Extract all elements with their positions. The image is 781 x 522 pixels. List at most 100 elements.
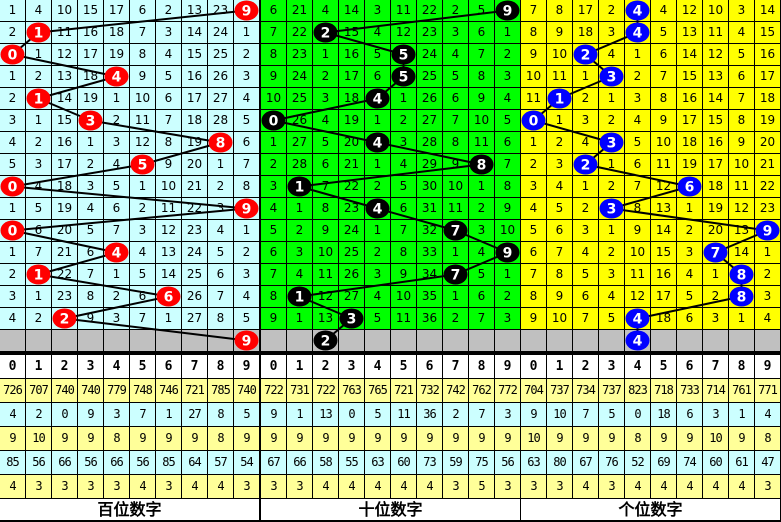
stat-cell: 59 (443, 451, 468, 474)
grid-cell: 12 (52, 44, 77, 65)
grid-cell: 19 (339, 110, 364, 131)
grid-cell: 18 (78, 66, 103, 87)
grid-cell: 8 (391, 242, 416, 263)
stat-cell: 9 (78, 427, 103, 450)
stat-cell: 4 (130, 475, 155, 498)
grid-cell: 2 (261, 154, 286, 175)
grid-cell: 1 (521, 132, 546, 153)
prediction-cell (261, 330, 286, 351)
stat-cell: 722 (313, 379, 338, 402)
digit-header: 0 (0, 355, 25, 378)
grid-cell (573, 44, 598, 65)
grid-cell: 18 (182, 110, 207, 131)
grid-cell: 4 (469, 242, 494, 263)
grid-cell: 1 (104, 88, 129, 109)
stat-cell: 58 (313, 451, 338, 474)
stat-cell: 742 (443, 379, 468, 402)
grid-cell: 12 (391, 22, 416, 43)
grid-cell: 4 (0, 308, 25, 329)
grid-cell: 6 (391, 198, 416, 219)
grid-cell: 23 (52, 286, 77, 307)
stat-cell: 3 (52, 475, 77, 498)
stat-cell: 9 (391, 427, 416, 450)
grid-cell: 5 (391, 176, 416, 197)
grid-cell (625, 0, 650, 21)
stat-cell: 60 (391, 451, 416, 474)
stat-cell: 74 (677, 451, 702, 474)
grid-cell (234, 198, 259, 219)
grid-cell: 8 (495, 176, 520, 197)
grid-cell: 8 (521, 286, 546, 307)
grid-cell: 4 (104, 154, 129, 175)
grid-cell: 17 (339, 66, 364, 87)
grid-cell: 9 (130, 66, 155, 87)
grid-cell: 24 (208, 22, 233, 43)
grid-cell: 3 (443, 22, 468, 43)
stat-cell: 779 (104, 379, 129, 402)
prediction-cell (599, 330, 624, 351)
stat-cell: 3 (78, 475, 103, 498)
stat-cell: 5 (234, 403, 259, 426)
grid-cell: 1 (156, 308, 181, 329)
stat-cell: 9 (521, 403, 546, 426)
grid-cell (104, 66, 129, 87)
stat-cell: 10 (703, 427, 728, 450)
stat-cell: 3 (755, 475, 780, 498)
grid-cell: 2 (0, 22, 25, 43)
grid-cell: 5 (729, 44, 754, 65)
grid-cell: 15 (78, 0, 103, 21)
stat-cell: 85 (156, 451, 181, 474)
grid-cell (391, 44, 416, 65)
grid-cell (443, 220, 468, 241)
grid-cell (729, 286, 754, 307)
grid-cell: 6 (365, 66, 390, 87)
grid-cell: 1 (261, 132, 286, 153)
stat-cell: 740 (78, 379, 103, 402)
grid-cell (26, 264, 51, 285)
grid-cell: 13 (156, 242, 181, 263)
grid-cell: 1 (78, 132, 103, 153)
grid-cell: 16 (182, 66, 207, 87)
grid-cell: 3 (130, 220, 155, 241)
grid-cell: 16 (78, 22, 103, 43)
grid-cell: 5 (469, 264, 494, 285)
grid-cell: 9 (547, 286, 572, 307)
grid-cell: 4 (234, 88, 259, 109)
grid-cell: 7 (469, 308, 494, 329)
grid-cell: 12 (651, 176, 676, 197)
digit-header: 6 (156, 355, 181, 378)
grid-cell: 15 (677, 66, 702, 87)
grid-cell: 3 (599, 22, 624, 43)
grid-cell: 8 (261, 44, 286, 65)
grid-cell: 12 (703, 44, 728, 65)
grid-cell: 4 (234, 286, 259, 307)
grid-cell: 4 (573, 132, 598, 153)
stat-cell: 740 (52, 379, 77, 402)
grid-cell: 1 (0, 66, 25, 87)
grid-cell: 20 (52, 220, 77, 241)
stat-cell: 733 (677, 379, 702, 402)
grid-cell: 7 (78, 264, 103, 285)
grid-cell: 1 (365, 154, 390, 175)
grid-cell: 5 (625, 132, 650, 153)
digit-header: 0 (521, 355, 546, 378)
grid-cell: 8 (469, 66, 494, 87)
stat-cell: 0 (625, 403, 650, 426)
grid-cell: 22 (339, 176, 364, 197)
grid-cell: 23 (208, 0, 233, 21)
grid-cell: 1 (573, 66, 598, 87)
grid-cell: 1 (0, 198, 25, 219)
grid-cell: 11 (391, 308, 416, 329)
grid-cell: 4 (547, 176, 572, 197)
stat-cell: 732 (417, 379, 442, 402)
stat-cell: 9 (156, 427, 181, 450)
stat-cell: 9 (443, 427, 468, 450)
stat-cell: 9 (365, 427, 390, 450)
stat-cell: 76 (599, 451, 624, 474)
grid-cell: 2 (208, 176, 233, 197)
digit-header: 8 (208, 355, 233, 378)
grid-cell: 19 (677, 154, 702, 175)
grid-cell: 22 (287, 22, 312, 43)
grid-cell: 10 (391, 286, 416, 307)
stat-cell: 9 (52, 427, 77, 450)
